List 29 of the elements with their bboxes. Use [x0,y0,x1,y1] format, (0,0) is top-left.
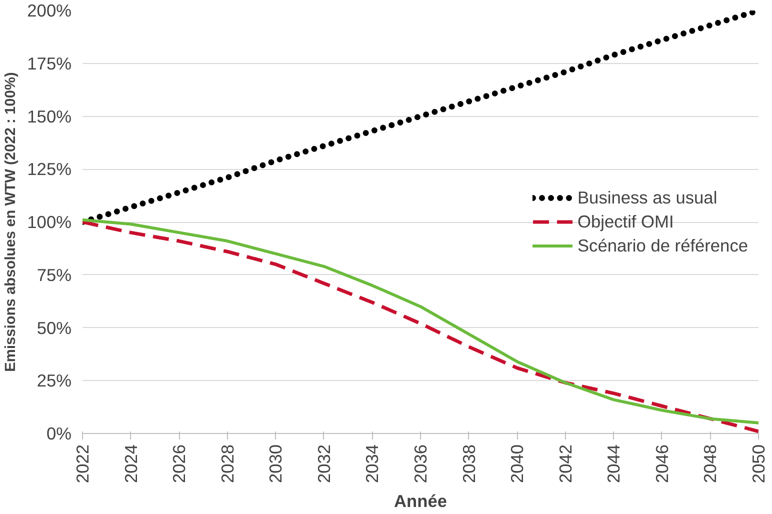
x-tick-label: 2034 [362,444,382,484]
y-tick-label: 0% [46,424,72,444]
y-tick-label: 150% [27,106,72,126]
x-tick-label: 2028 [217,444,238,484]
x-tick-label: 2040 [507,444,528,484]
x-axis-title: Année [394,491,448,512]
x-tick-label: 2042 [555,444,576,484]
y-tick-label: 125% [27,159,72,180]
y-tick-label: 200% [27,0,72,20]
x-tick-label: 2036 [410,444,430,484]
y-tick-label: 75% [36,264,72,285]
x-tick-label: 2032 [314,444,334,484]
x-tick-label: 2044 [604,444,624,484]
y-axis-title: Emissions absolues en WTW (2022 : 100%) [3,72,20,372]
y-tick-label: 175% [27,53,72,74]
y-tick-label: 100% [27,212,72,232]
x-tick-label: 2030 [266,444,286,484]
x-tick-label: 2048 [700,444,720,484]
x-tick-label: 2046 [652,444,672,484]
legend-label: Business as usual [578,187,718,208]
y-tick-label: 50% [36,318,72,338]
legend-label: Scénario de référence [578,235,748,256]
x-tick-label: 2024 [120,444,141,484]
x-tick-label: 2026 [169,444,190,484]
x-tick-label: 2022 [72,444,92,484]
x-tick-label: 2038 [458,444,479,484]
x-tick-label: 2050 [748,444,768,484]
y-tick-label: 25% [36,370,72,391]
legend-label: Objectif OMI [578,211,674,232]
